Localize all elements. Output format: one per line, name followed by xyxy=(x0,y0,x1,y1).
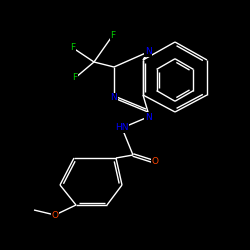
Text: N: N xyxy=(144,48,152,56)
Text: F: F xyxy=(70,44,76,52)
Text: O: O xyxy=(152,158,158,166)
Text: F: F xyxy=(72,74,78,82)
Text: N: N xyxy=(144,112,152,122)
Text: O: O xyxy=(52,210,59,220)
Text: N: N xyxy=(110,94,117,102)
Text: HN: HN xyxy=(115,124,129,132)
Text: F: F xyxy=(110,30,116,40)
